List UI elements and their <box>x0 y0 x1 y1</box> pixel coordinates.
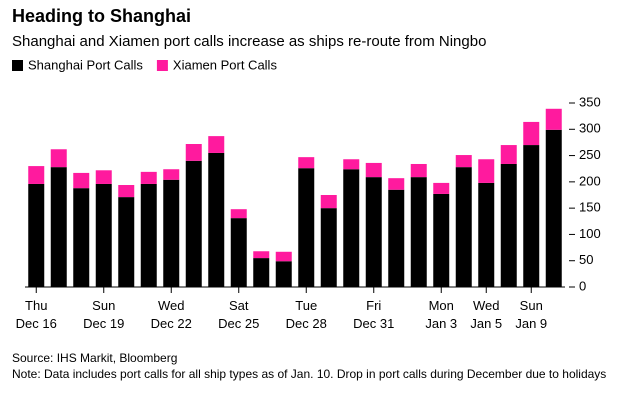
bar-segment <box>455 167 472 287</box>
bar-segment <box>95 170 112 184</box>
y-tick-label: 250 <box>579 147 601 162</box>
bar-segment <box>388 189 405 287</box>
bar-segment <box>253 258 270 287</box>
bar-segment <box>410 163 427 178</box>
bar-segment <box>455 155 472 168</box>
bar-segment <box>185 144 202 161</box>
bar-segment <box>118 197 135 287</box>
bar-segment <box>163 169 180 180</box>
legend-swatch <box>156 60 168 71</box>
y-tick-label: 50 <box>579 252 593 267</box>
bar-segment <box>320 195 337 209</box>
source-note: Source: IHS Markit, Bloomberg <box>12 351 178 365</box>
bar-segment <box>230 218 247 287</box>
legend-label: Shanghai Port Calls <box>28 57 143 72</box>
bar-segment <box>50 149 67 168</box>
bar-segment <box>545 129 562 287</box>
bar-segment <box>298 168 315 287</box>
bar-segment <box>275 251 292 262</box>
bar-segment <box>433 182 450 194</box>
bar-segment <box>253 251 270 259</box>
bar-segment <box>140 183 157 287</box>
y-tick-label: 300 <box>579 121 601 136</box>
legend-label: Xiamen Port Calls <box>173 57 278 72</box>
x-tick-label: Sun Dec 19 <box>83 298 125 331</box>
legend-swatch <box>12 60 23 71</box>
bar-segment <box>523 145 540 287</box>
bar-segment <box>343 159 360 170</box>
bar-segment <box>230 209 247 219</box>
bar-segment <box>50 167 67 287</box>
x-tick-label: Wed Dec 22 <box>150 298 192 331</box>
x-tick-label: Mon Jan 3 <box>425 298 458 331</box>
bar-segment <box>500 163 517 287</box>
bar-segment <box>28 183 45 287</box>
bar-segment <box>73 188 90 287</box>
bar-segment <box>185 160 202 287</box>
bar-segment <box>433 193 450 287</box>
chart-title: Heading to Shanghai <box>12 6 191 26</box>
y-tick-label: 350 <box>579 94 601 109</box>
bar-segment <box>320 208 337 287</box>
bar-segment <box>365 162 382 178</box>
x-tick-label: Tue Dec 28 <box>285 298 327 331</box>
x-tick-label: Sat Dec 25 <box>218 298 260 331</box>
x-tick-label: Sun Jan 9 <box>515 298 548 331</box>
chart-subtitle: Shanghai and Xiamen port calls increase … <box>12 33 486 50</box>
x-tick-label: Thu Dec 16 <box>15 298 57 331</box>
y-tick-label: 150 <box>579 200 601 215</box>
bar-segment <box>365 177 382 287</box>
bar-segment <box>95 183 112 287</box>
bar-segment <box>500 145 517 164</box>
bar-segment <box>140 171 157 184</box>
bar-segment <box>298 157 315 169</box>
bar-segment <box>343 169 360 287</box>
footnote: Note: Data includes port calls for all s… <box>12 367 607 381</box>
y-tick-label: 100 <box>579 226 601 241</box>
bar-segment <box>523 121 540 146</box>
bar-segment <box>545 108 562 130</box>
bar-segment <box>163 179 180 287</box>
bar-segment <box>28 166 45 184</box>
bar-segment <box>478 182 495 287</box>
bar-segment <box>73 172 90 189</box>
bar-segment <box>208 152 225 287</box>
bar-segment <box>410 177 427 287</box>
bar-segment <box>478 159 495 183</box>
bar-segment <box>118 185 135 198</box>
x-tick-label: Wed Jan 5 <box>470 298 503 331</box>
bar-segment <box>208 136 225 153</box>
y-tick-label: 200 <box>579 173 601 188</box>
y-tick-label: 0 <box>579 278 586 293</box>
bar-segment <box>388 178 405 190</box>
x-tick-label: Fri Dec 31 <box>353 298 395 331</box>
bar-segment <box>275 261 292 287</box>
